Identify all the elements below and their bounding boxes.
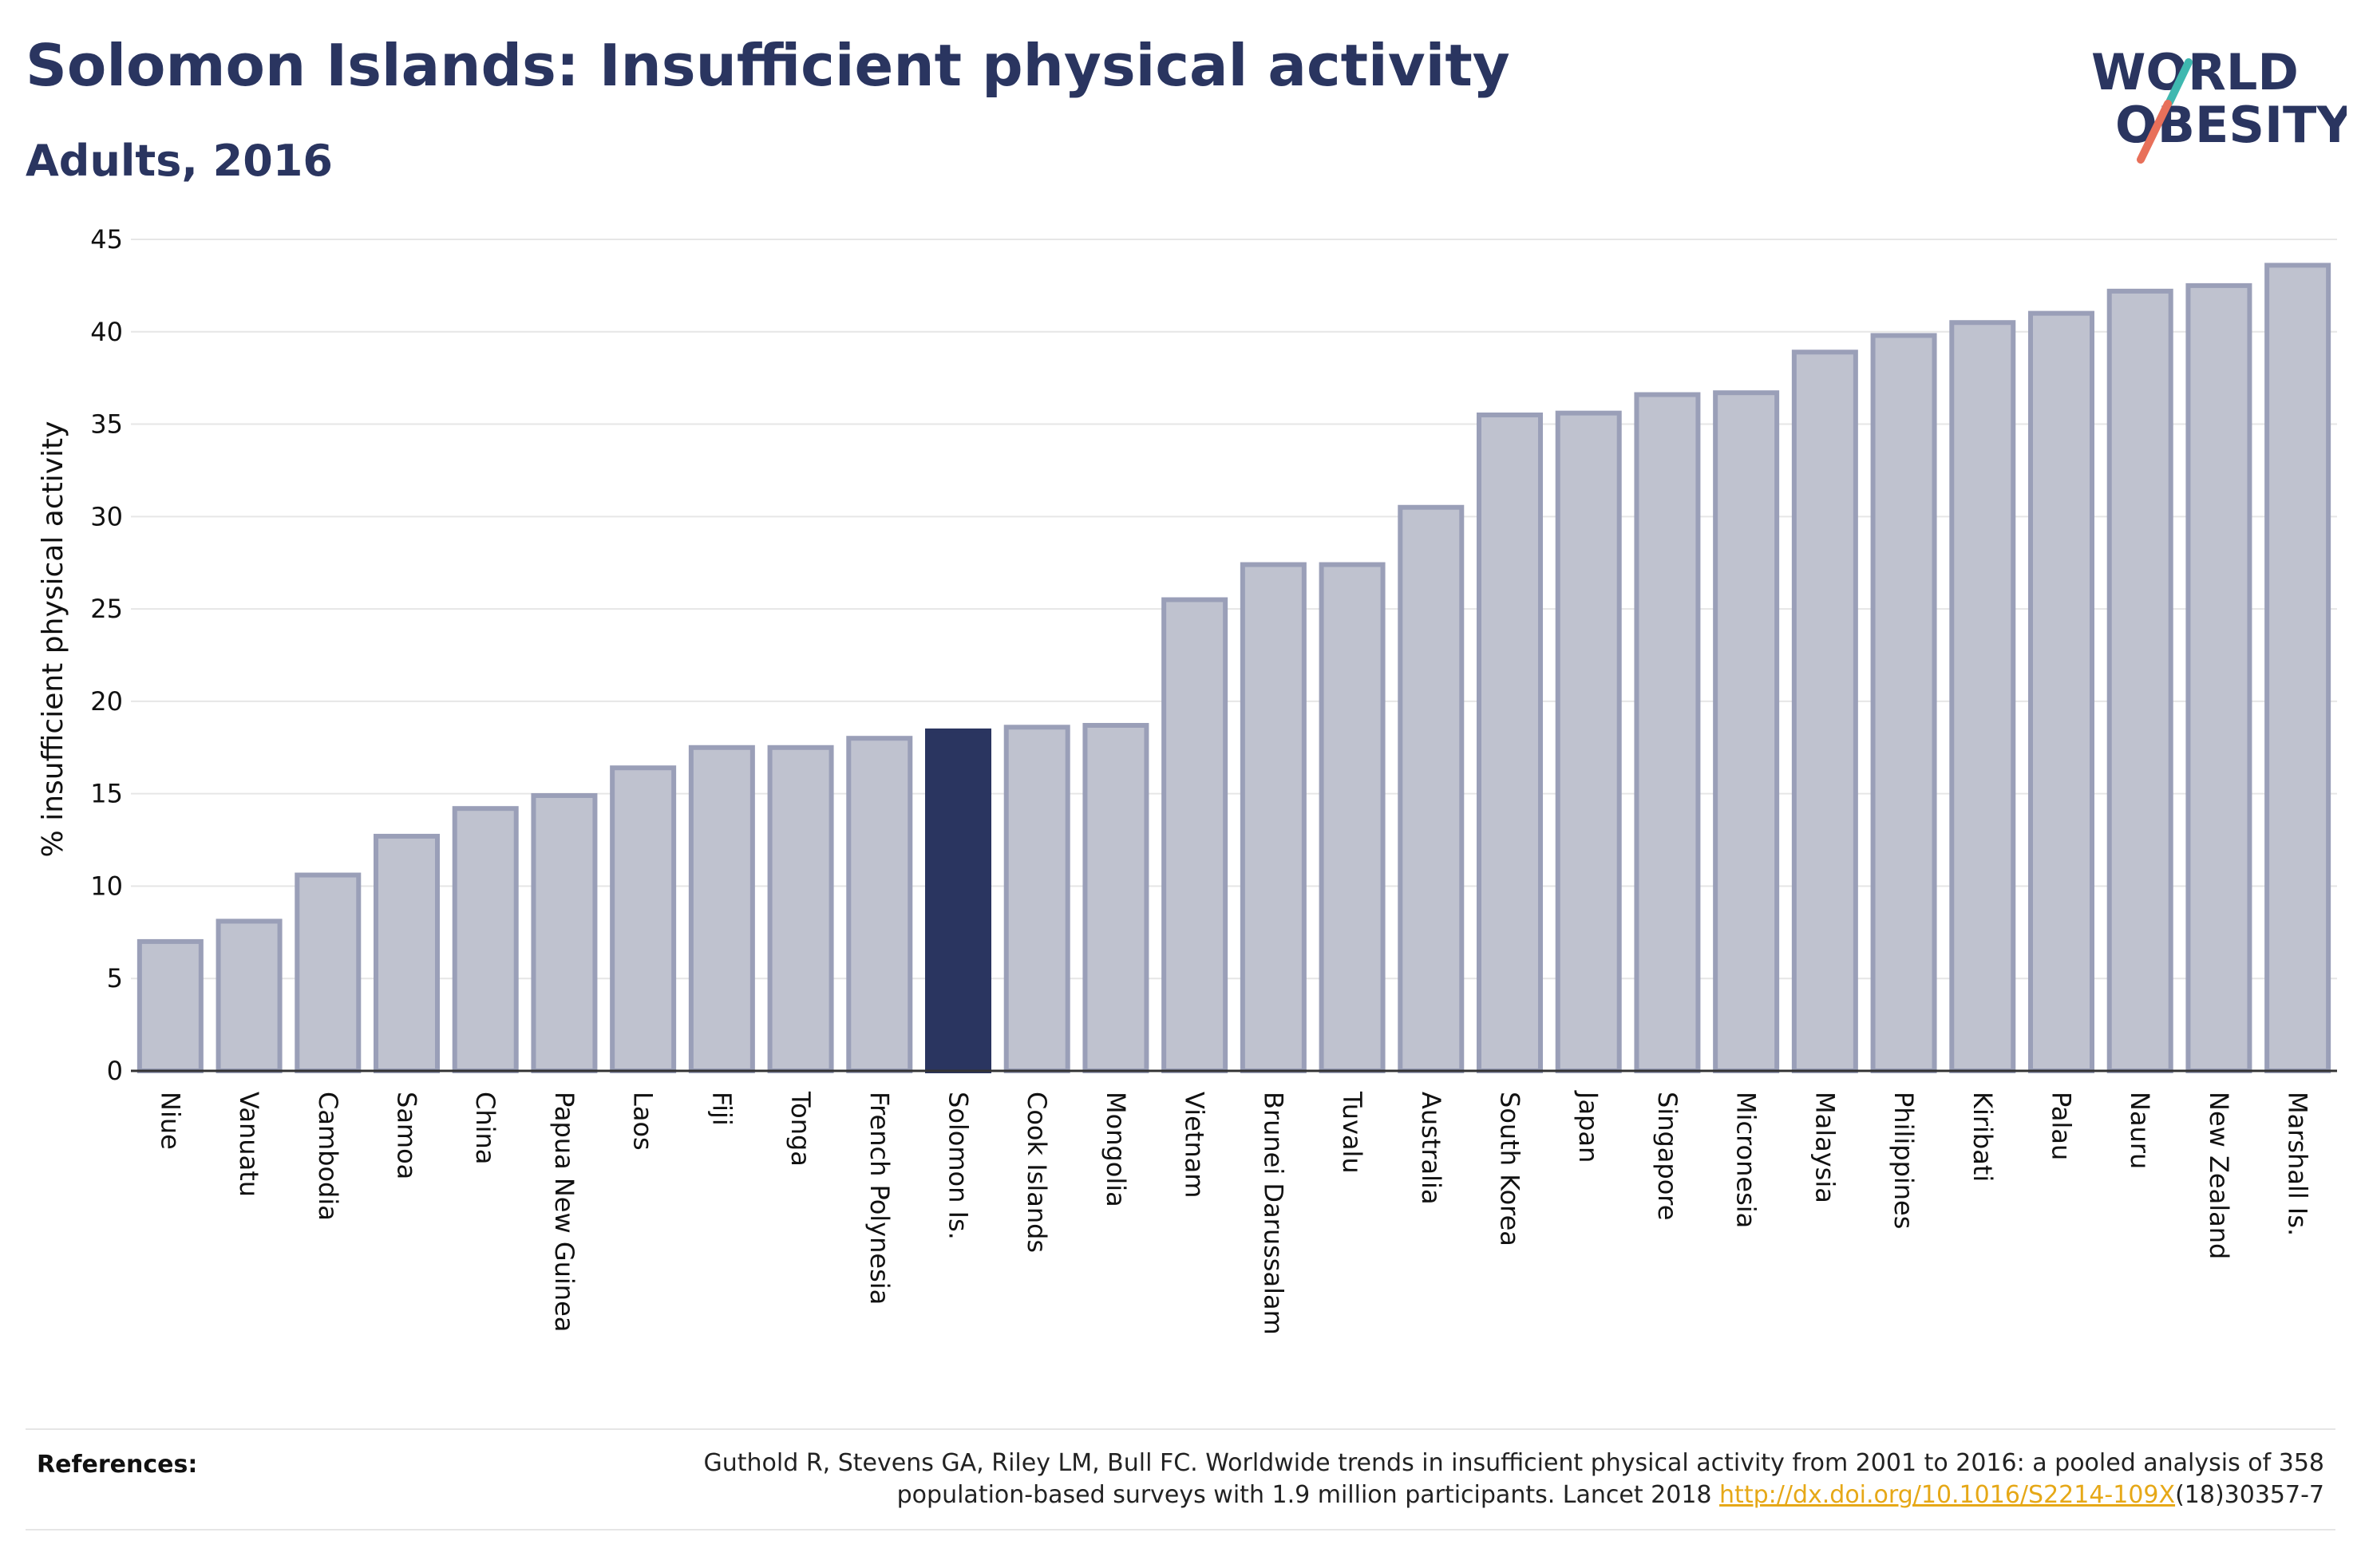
bar: [767, 745, 834, 1073]
reference-doi-link[interactable]: http://dx.doi.org/10.1016/S2214-109X: [1719, 1481, 2176, 1509]
x-tick-label: Cook Islands: [1022, 1092, 1052, 1253]
bar: [2264, 263, 2331, 1073]
bar: [216, 918, 283, 1073]
bar: [846, 736, 913, 1073]
x-tick-label: Solomon Is.: [943, 1092, 974, 1240]
bar-chart: 0 5 10 15 20 25 30 35 40 45 Niue Vanuatu Cambodia Sa…: [37, 224, 2337, 1335]
reference-line-2-prefix: population-based surveys with 1.9 millio…: [896, 1481, 1720, 1509]
chart-subtitle: Adults, 2016: [26, 136, 333, 186]
references-section: References: Guthold R, Stevens GA, Riley…: [26, 1428, 2335, 1530]
bar: [1240, 562, 1307, 1073]
logo-slash-teal: [2165, 58, 2193, 106]
x-tick-label: Samoa: [392, 1092, 422, 1179]
x-tick-label: French Polynesia: [864, 1092, 895, 1305]
bar: [452, 806, 519, 1073]
x-tick-label: Brunei Darussalam: [1258, 1092, 1288, 1335]
bar: [531, 792, 598, 1074]
reference-line-1: Guthold R, Stevens GA, Riley LM, Bull FC…: [703, 1449, 2324, 1477]
y-tick-label: 10: [90, 871, 123, 901]
x-tick-label: Tonga: [785, 1091, 816, 1167]
x-tick-label: Japan: [1573, 1090, 1604, 1163]
y-tick-label: 0: [107, 1056, 123, 1086]
bar: [2106, 288, 2173, 1073]
bar: [374, 833, 440, 1073]
reference-line-2-suffix: (18)30357-7: [2175, 1481, 2324, 1509]
bars: [136, 263, 2331, 1074]
x-tick-label: Papua New Guinea: [549, 1092, 579, 1332]
x-tick-label: Australia: [1416, 1092, 1446, 1205]
chart-title: Solomon Islands: Insufficient physical a…: [26, 32, 1510, 99]
bar: [1319, 562, 1386, 1073]
bar: [610, 765, 677, 1073]
x-tick-label: New Zealand: [2204, 1092, 2234, 1259]
x-tick-label: Niue: [155, 1092, 185, 1150]
x-tick-label: Laos: [628, 1092, 658, 1151]
x-tick-label: Cambodia: [313, 1092, 343, 1221]
bar-highlighted: [925, 728, 991, 1074]
logo-word-world: WORLD: [2091, 43, 2299, 101]
bar: [1555, 410, 1622, 1073]
y-tick-label: 15: [90, 779, 123, 809]
bar: [1398, 504, 1465, 1073]
x-tick-label: Malaysia: [1809, 1092, 1840, 1203]
references-text: Guthold R, Stevens GA, Riley LM, Bull FC…: [488, 1448, 2324, 1511]
x-tick-label: Philippines: [1888, 1092, 1919, 1229]
y-tick-label: 35: [90, 409, 123, 440]
bar: [295, 872, 362, 1074]
x-tick-label: Vanuatu: [234, 1092, 264, 1197]
bar: [1161, 597, 1228, 1073]
bar: [2028, 310, 2094, 1074]
x-tick-label: Kiribati: [1968, 1092, 1998, 1182]
logo-slash-coral: [2137, 100, 2172, 164]
bar: [1082, 722, 1149, 1073]
bar: [2185, 282, 2252, 1073]
bar: [1477, 412, 1543, 1073]
y-tick-label: 45: [90, 224, 123, 255]
x-tick-label: Nauru: [2125, 1092, 2155, 1169]
x-tick-label: Tuvalu: [1337, 1091, 1367, 1174]
y-tick-labels: 0 5 10 15 20 25 30 35 40 45: [90, 224, 123, 1086]
y-tick-label: 25: [90, 594, 123, 624]
x-tick-label: China: [470, 1092, 500, 1164]
x-tick-label: Singapore: [1652, 1092, 1683, 1220]
references-label: References:: [37, 1451, 198, 1479]
bar: [1003, 725, 1070, 1073]
x-tick-label: South Korea: [1495, 1092, 1525, 1246]
bar: [1713, 390, 1780, 1073]
y-tick-label: 30: [90, 501, 123, 531]
x-tick-label: Mongolia: [1101, 1092, 1131, 1207]
y-tick-label: 5: [107, 963, 123, 993]
bar: [688, 745, 755, 1073]
bar: [1949, 320, 2016, 1073]
world-obesity-logo: WORLD OBESITY: [2091, 43, 2347, 164]
y-axis-label: % insufficient physical activity: [37, 421, 69, 858]
bar: [136, 938, 204, 1074]
y-tick-label: 20: [90, 686, 123, 717]
x-tick-label: Micronesia: [1731, 1092, 1762, 1228]
y-tick-label: 40: [90, 317, 123, 347]
x-tick-label: Palau: [2047, 1092, 2077, 1160]
x-tick-label: Marshall Is.: [2283, 1092, 2313, 1236]
x-tick-label: Fiji: [706, 1092, 737, 1126]
bar: [1870, 333, 1937, 1073]
bar: [1634, 392, 1701, 1073]
bar: [1791, 350, 1858, 1073]
x-tick-labels: Niue Vanuatu Cambodia Samoa China Papua New G…: [155, 1090, 2312, 1335]
x-tick-label: Vietnam: [1180, 1092, 1210, 1198]
